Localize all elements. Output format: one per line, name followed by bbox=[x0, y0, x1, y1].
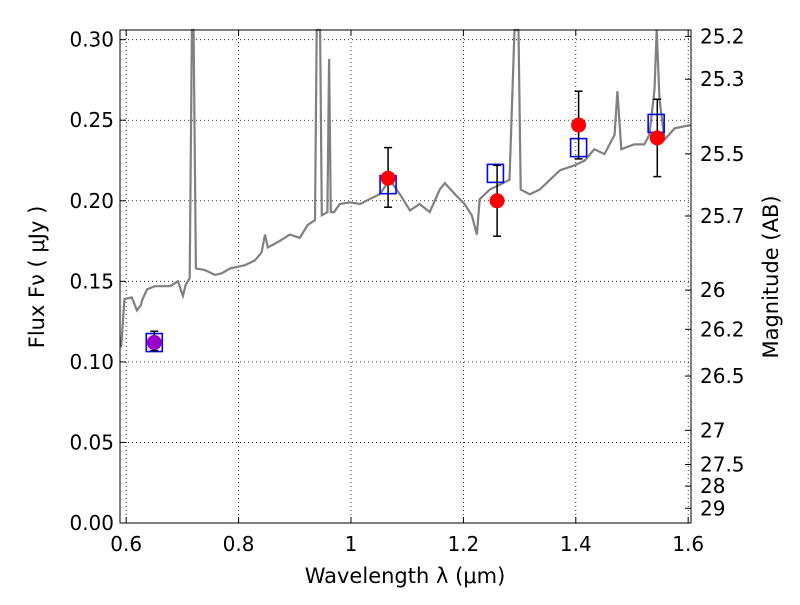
right-tick-label: 27 bbox=[700, 418, 725, 442]
ticks: 0.6 0.8 1 1.2 1.4 1.6 0.00 0.05 0.10 0.15 0.20 0.25… bbox=[69, 24, 744, 556]
right-axis-label: Magnitude (AB) bbox=[759, 195, 783, 358]
y-tick-label: 0.30 bbox=[69, 28, 114, 52]
right-tick-label: 26 bbox=[700, 278, 725, 302]
y-axis-label: Flux Fν ( μJy ) bbox=[25, 206, 49, 349]
y-tick-label: 0.25 bbox=[69, 108, 114, 132]
observed-point-marker bbox=[649, 130, 665, 146]
grid bbox=[120, 30, 691, 524]
observed-point-marker bbox=[571, 117, 587, 133]
right-tick-label: 25.2 bbox=[700, 24, 745, 48]
right-tick-label: 25.3 bbox=[700, 67, 745, 91]
spectrum-line bbox=[120, 28, 691, 348]
y-tick-label: 0.20 bbox=[69, 189, 114, 213]
observed-point-marker bbox=[380, 170, 396, 186]
x-axis-label: Wavelength λ (μm) bbox=[305, 564, 506, 588]
right-tick-label: 28 bbox=[700, 474, 725, 498]
right-tick-label: 29 bbox=[700, 496, 725, 520]
right-tick-label: 26.5 bbox=[700, 364, 745, 388]
plot-frame bbox=[119, 29, 692, 524]
spectrum-series bbox=[120, 28, 691, 348]
x-tick-label: 0.8 bbox=[223, 532, 255, 556]
y-tick-label: 0.05 bbox=[69, 430, 114, 454]
x-tick-label: 1 bbox=[345, 532, 358, 556]
x-tick-label: 1.2 bbox=[447, 532, 479, 556]
right-tick-label: 27.5 bbox=[700, 453, 745, 477]
model-square-marker bbox=[486, 163, 505, 184]
y-tick-label: 0.15 bbox=[69, 269, 114, 293]
right-tick-label: 25.7 bbox=[700, 204, 745, 228]
right-tick-label: 26.2 bbox=[700, 317, 745, 341]
points-layer bbox=[145, 90, 665, 353]
y-tick-label: 0.10 bbox=[69, 350, 114, 374]
observed-point-marker bbox=[146, 335, 162, 351]
x-tick-label: 0.6 bbox=[110, 532, 142, 556]
x-tick-label: 1.4 bbox=[560, 532, 592, 556]
y-tick-label: 0.00 bbox=[69, 511, 114, 535]
observed-point-marker bbox=[489, 193, 505, 209]
right-tick-label: 25.5 bbox=[700, 142, 745, 166]
x-tick-label: 1.6 bbox=[672, 532, 704, 556]
